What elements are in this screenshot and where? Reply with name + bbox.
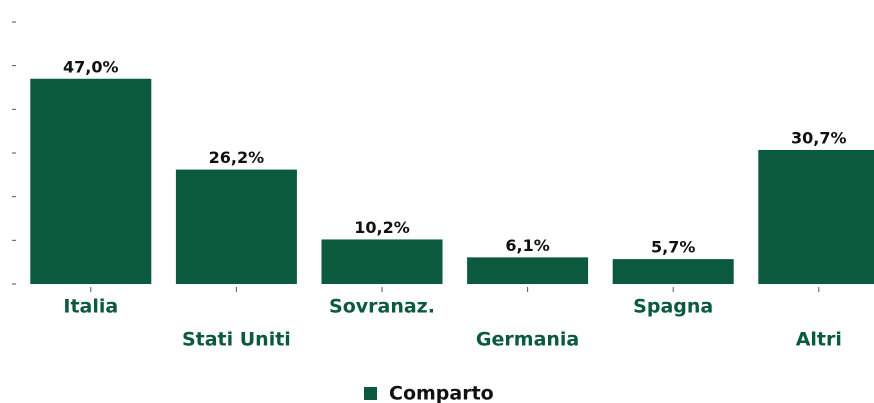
bar — [758, 149, 874, 284]
value-label: 30,7% — [791, 128, 847, 147]
x-tick-label: Altri — [796, 329, 842, 351]
x-tick-label: Stati Uniti — [182, 329, 291, 351]
x-tick-label: Sovranaz. — [329, 296, 435, 318]
bar — [30, 78, 152, 285]
bar — [175, 169, 297, 284]
x-tick-label: Spagna — [633, 296, 713, 318]
x-tick-label: Italia — [63, 296, 118, 318]
x-tick-label: Germania — [476, 329, 579, 351]
legend-swatch — [364, 387, 377, 400]
value-label: 26,2% — [209, 148, 265, 167]
value-label: 47,0% — [63, 57, 119, 76]
bar — [321, 239, 443, 284]
legend-label: Comparto — [389, 383, 494, 403]
bar — [612, 259, 734, 284]
value-label: 5,7% — [651, 238, 695, 257]
value-label: 6,1% — [505, 236, 549, 255]
value-label: 10,2% — [354, 218, 410, 237]
bar — [467, 257, 589, 284]
